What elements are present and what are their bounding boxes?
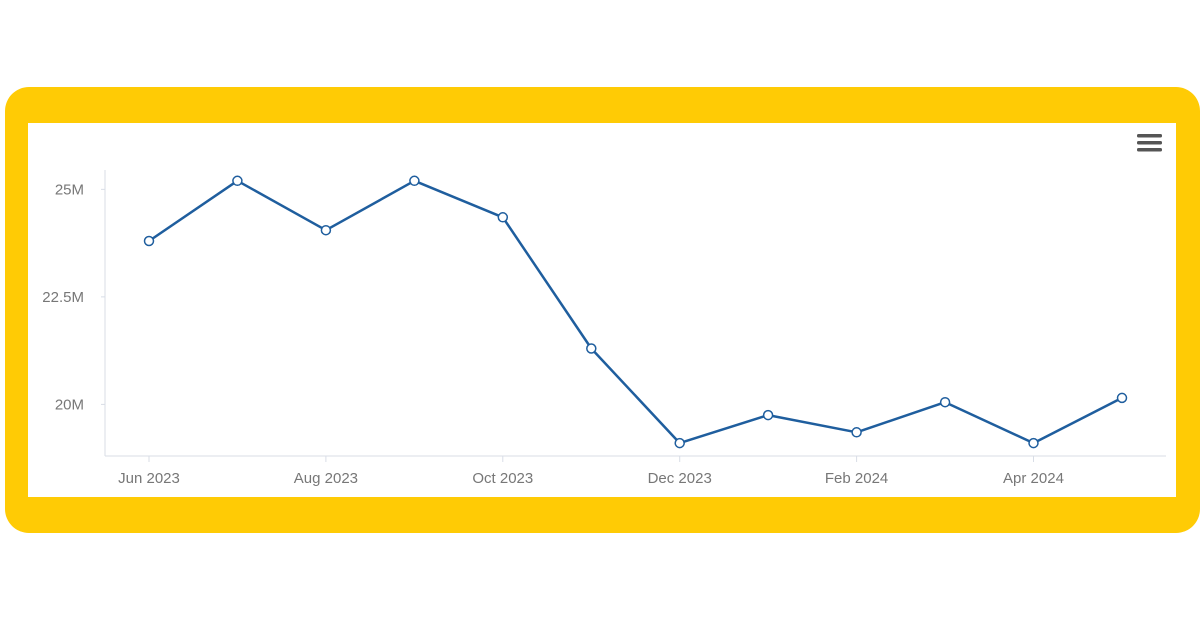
chart-axes [104, 170, 1166, 457]
data-point[interactable] [1028, 437, 1039, 449]
x-tick-label: Oct 2023 [472, 470, 533, 487]
data-point[interactable] [939, 396, 951, 408]
data-point[interactable] [586, 343, 597, 354]
y-tick-label: 20M [55, 396, 84, 413]
y-tick-label: 25M [55, 181, 84, 198]
data-point[interactable] [497, 212, 509, 223]
data-point[interactable] [232, 175, 243, 187]
y-tick-label: 22.5M [42, 289, 84, 306]
series-layer [143, 175, 1128, 449]
data-point[interactable] [320, 224, 332, 236]
data-point[interactable] [409, 175, 420, 187]
data-point[interactable] [762, 409, 774, 421]
x-tick-label: Feb 2024 [825, 470, 888, 487]
x-tick-label: Apr 2024 [1003, 470, 1064, 487]
data-point[interactable] [674, 437, 685, 449]
x-tick-label: Dec 2023 [648, 470, 712, 487]
x-axis-ticks: Jun 2023 Aug 2023 Oct 2023 Dec 2023 Feb 2024… [118, 456, 1064, 487]
chart-panel: 20M 22.5M 25M Jun 2023 Aug 2023 Oct 2023 Dec … [28, 123, 1176, 497]
series-line [147, 179, 1124, 445]
y-axis-tick-labels: 20M 22.5M 25M [42, 181, 105, 413]
line-chart: 20M 22.5M 25M Jun 2023 Aug 2023 Oct 2023 Dec … [42, 129, 1166, 487]
x-tick-label: Jun 2023 [118, 470, 180, 487]
x-tick-label: Aug 2023 [294, 470, 358, 487]
data-point[interactable] [1116, 392, 1128, 404]
data-point[interactable] [851, 427, 862, 438]
hamburger-menu-icon[interactable] [1133, 129, 1166, 157]
data-point[interactable] [143, 235, 155, 247]
